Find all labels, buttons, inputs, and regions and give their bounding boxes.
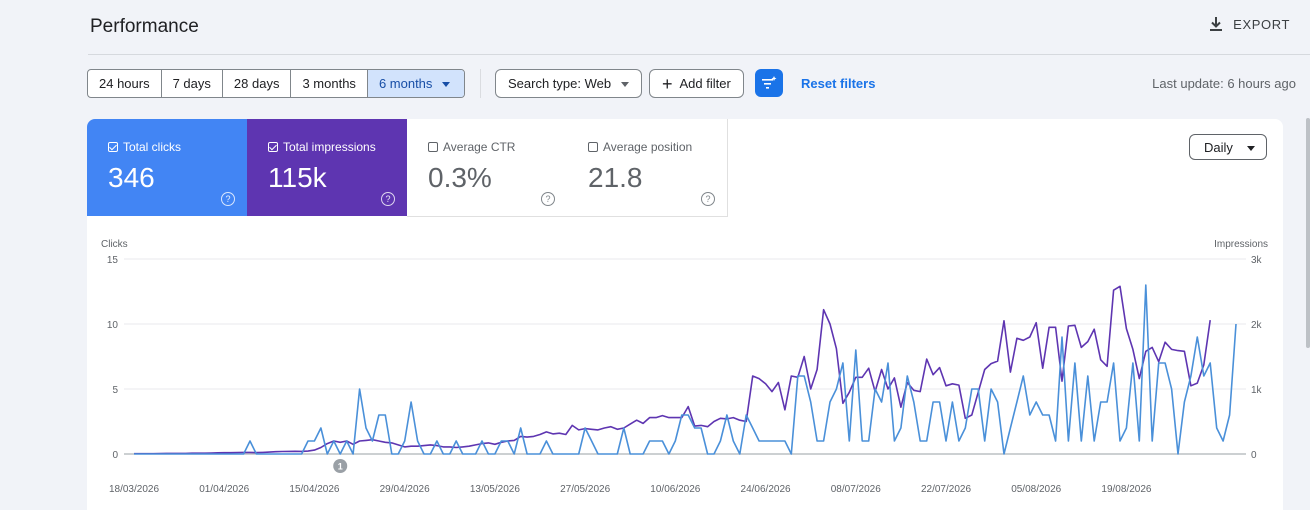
page-title: Performance bbox=[90, 16, 199, 37]
y-tick-right: 2k bbox=[1251, 320, 1263, 331]
range-28-days[interactable]: 28 days bbox=[223, 70, 292, 97]
y-tick-right: 1k bbox=[1251, 385, 1263, 396]
help-icon[interactable]: ? bbox=[381, 192, 395, 206]
header-divider bbox=[88, 54, 1310, 55]
range-3-months[interactable]: 3 months bbox=[291, 70, 368, 97]
add-filter-label: Add filter bbox=[679, 76, 731, 91]
checkbox-checked-icon bbox=[108, 142, 118, 152]
granularity-dropdown[interactable]: Daily bbox=[1189, 134, 1267, 160]
help-icon[interactable]: ? bbox=[541, 192, 555, 206]
export-label: EXPORT bbox=[1233, 16, 1290, 32]
metric-value: 346 bbox=[108, 162, 155, 193]
range-24-hours[interactable]: 24 hours bbox=[88, 70, 162, 97]
add-filter-button[interactable]: + Add filter bbox=[649, 69, 744, 98]
plus-icon: + bbox=[662, 74, 673, 94]
range-7-days[interactable]: 7 days bbox=[162, 70, 223, 97]
scrollbar[interactable] bbox=[1306, 118, 1310, 348]
chevron-down-icon bbox=[621, 82, 630, 88]
annotation-marker-label: 1 bbox=[338, 462, 343, 472]
export-button[interactable]: EXPORT bbox=[1209, 16, 1290, 32]
granularity-label: Daily bbox=[1204, 140, 1233, 155]
chevron-down-icon bbox=[1246, 146, 1255, 152]
metric-average-ctr[interactable]: Average CTR 0.3% ? bbox=[407, 119, 568, 217]
range-6-months-label: 6 months bbox=[378, 76, 433, 91]
series-line-impressions bbox=[134, 285, 1211, 455]
checkbox-unchecked-icon bbox=[588, 142, 598, 152]
y-axis-left-title: Clicks bbox=[101, 239, 128, 250]
checkbox-unchecked-icon bbox=[428, 142, 438, 152]
x-tick: 29/04/2026 bbox=[380, 484, 430, 495]
metric-label-text: Total clicks bbox=[123, 140, 182, 154]
y-tick-left: 5 bbox=[112, 385, 118, 396]
metric-value: 0.3% bbox=[428, 162, 492, 193]
download-icon bbox=[1210, 17, 1223, 31]
date-range-selector: 24 hours 7 days 28 days 3 months 6 month… bbox=[87, 69, 466, 98]
range-6-months[interactable]: 6 months bbox=[367, 70, 465, 97]
metric-label: Total clicks bbox=[108, 140, 181, 154]
annotation-marker bbox=[333, 459, 348, 473]
x-tick: 05/08/2026 bbox=[1011, 484, 1061, 495]
y-axis-right-title: Impressions bbox=[1214, 239, 1268, 250]
search-type-dropdown[interactable]: Search type: Web bbox=[495, 69, 643, 98]
chevron-down-icon bbox=[442, 82, 451, 88]
reset-filters-link[interactable]: Reset filters bbox=[801, 76, 876, 91]
metric-label-text: Average position bbox=[603, 140, 693, 154]
metric-label: Total impressions bbox=[268, 140, 376, 154]
help-icon[interactable]: ? bbox=[221, 192, 235, 206]
x-tick: 08/07/2026 bbox=[831, 484, 881, 495]
series-line-clicks bbox=[134, 284, 1237, 455]
page-header: Performance EXPORT bbox=[0, 0, 1310, 54]
x-tick: 01/04/2026 bbox=[199, 484, 249, 495]
checkbox-checked-icon bbox=[268, 142, 278, 152]
y-tick-left: 0 bbox=[112, 450, 118, 461]
filter-sparkle-icon bbox=[762, 76, 777, 89]
metric-total-impressions[interactable]: Total impressions 115k ? bbox=[247, 119, 407, 216]
x-tick: 24/06/2026 bbox=[741, 484, 791, 495]
performance-card: Total clicks 346 ? Total impressions 115… bbox=[87, 119, 1283, 510]
x-tick: 19/08/2026 bbox=[1101, 484, 1151, 495]
y-tick-left: 15 bbox=[107, 255, 119, 266]
y-tick-right: 3k bbox=[1251, 255, 1263, 266]
metric-label-text: Total impressions bbox=[283, 140, 376, 154]
x-tick: 18/03/2026 bbox=[109, 484, 159, 495]
x-tick: 10/06/2026 bbox=[650, 484, 700, 495]
y-tick-right: 0 bbox=[1251, 450, 1257, 461]
search-type-label: Search type: Web bbox=[508, 76, 612, 91]
metric-value: 115k bbox=[268, 162, 327, 193]
metric-label: Average CTR bbox=[428, 140, 515, 154]
metric-value: 21.8 bbox=[588, 162, 643, 193]
x-tick: 27/05/2026 bbox=[560, 484, 610, 495]
last-update-text: Last update: 6 hours ago bbox=[1152, 76, 1296, 91]
toolbar-divider bbox=[480, 69, 481, 98]
x-tick: 22/07/2026 bbox=[921, 484, 971, 495]
metric-total-clicks[interactable]: Total clicks 346 ? bbox=[87, 119, 247, 216]
filter-toolbar: 24 hours 7 days 28 days 3 months 6 month… bbox=[87, 69, 1302, 98]
metric-label: Average position bbox=[588, 140, 692, 154]
help-icon[interactable]: ? bbox=[701, 192, 715, 206]
y-tick-left: 10 bbox=[107, 320, 119, 331]
x-tick: 13/05/2026 bbox=[470, 484, 520, 495]
filter-settings-button[interactable] bbox=[755, 69, 783, 97]
metric-average-position[interactable]: Average position 21.8 ? bbox=[567, 119, 728, 217]
metric-label-text: Average CTR bbox=[443, 140, 516, 154]
x-tick: 15/04/2026 bbox=[289, 484, 339, 495]
